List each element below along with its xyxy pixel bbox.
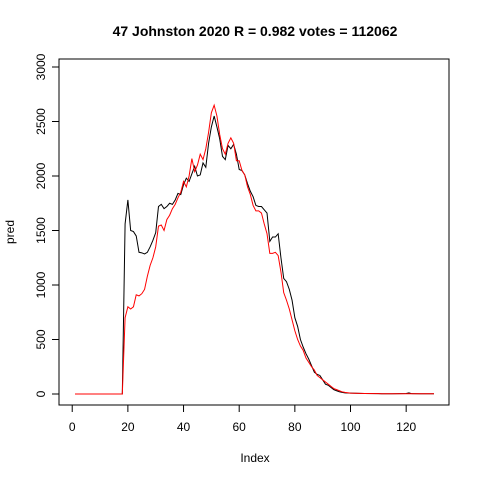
series-line-black (75, 115, 434, 395)
y-tick-label: 2000 (34, 162, 48, 189)
x-tick-label: 80 (288, 420, 302, 434)
x-axis-label: Index (240, 451, 269, 465)
y-tick-label: 0 (34, 390, 48, 397)
y-tick-label: 2500 (34, 108, 48, 135)
x-tick-label: 20 (121, 420, 135, 434)
y-tick-label: 500 (34, 329, 48, 349)
y-tick-label: 1000 (34, 271, 48, 298)
y-tick-label: 3000 (34, 53, 48, 80)
series-group (75, 103, 434, 395)
chart-title: 47 Johnston 2020 R = 0.982 votes = 11206… (113, 23, 398, 39)
x-tick-label: 40 (177, 420, 191, 434)
series-line-red (75, 103, 434, 395)
plot-frame (58, 58, 450, 406)
y-tick-label: 1500 (34, 217, 48, 244)
x-tick-label: 120 (396, 420, 416, 434)
x-tick-label: 60 (233, 420, 247, 434)
x-axis: 0 20 40 60 80 100 120 (69, 404, 417, 434)
x-tick-label: 0 (69, 420, 76, 434)
y-axis: 0 500 1000 1500 2000 2500 3000 (34, 53, 60, 397)
x-tick-label: 100 (340, 420, 360, 434)
y-axis-label: pred (3, 220, 17, 244)
